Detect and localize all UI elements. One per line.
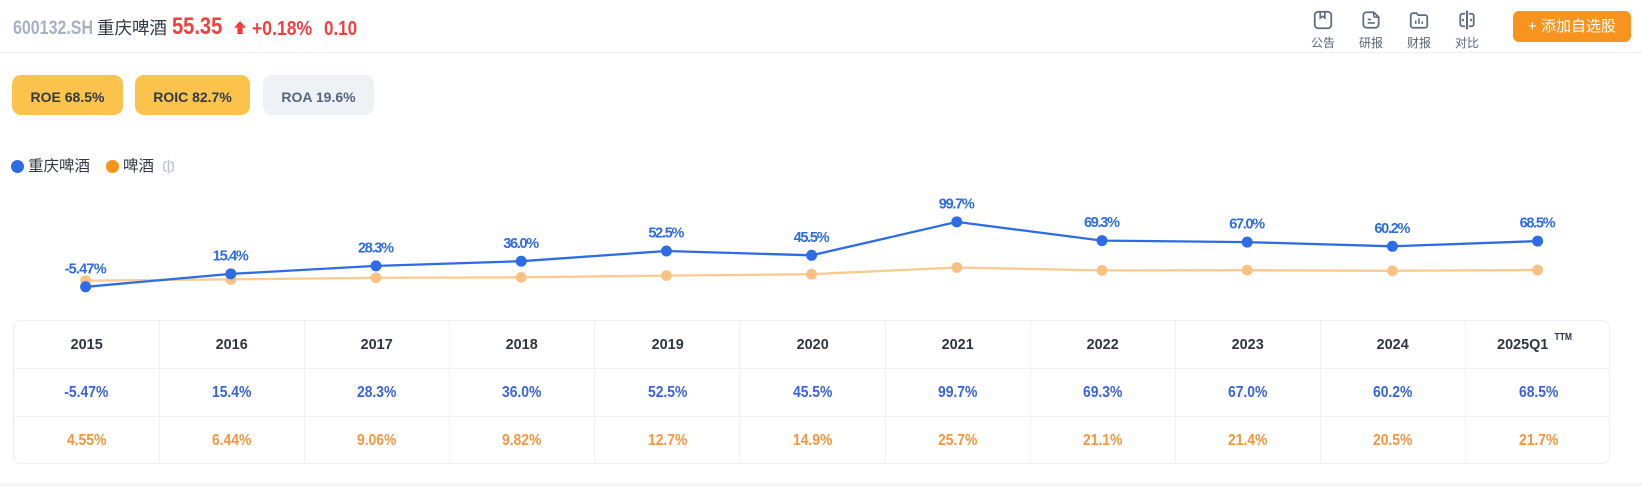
svg-text:99.7%: 99.7% bbox=[939, 197, 975, 213]
svg-text:-5.47%: -5.47% bbox=[65, 261, 107, 277]
svg-text:15.4%: 15.4% bbox=[213, 249, 249, 265]
svg-text:28.3%: 28.3% bbox=[358, 241, 394, 257]
svg-text:36.0%: 36.0% bbox=[503, 236, 539, 252]
svg-text:68.5%: 68.5% bbox=[1520, 216, 1556, 232]
svg-text:45.5%: 45.5% bbox=[794, 230, 830, 246]
svg-text:69.3%: 69.3% bbox=[1084, 215, 1120, 231]
svg-text:60.2%: 60.2% bbox=[1374, 221, 1410, 237]
svg-text:67.0%: 67.0% bbox=[1229, 217, 1265, 233]
svg-text:52.5%: 52.5% bbox=[648, 226, 684, 242]
